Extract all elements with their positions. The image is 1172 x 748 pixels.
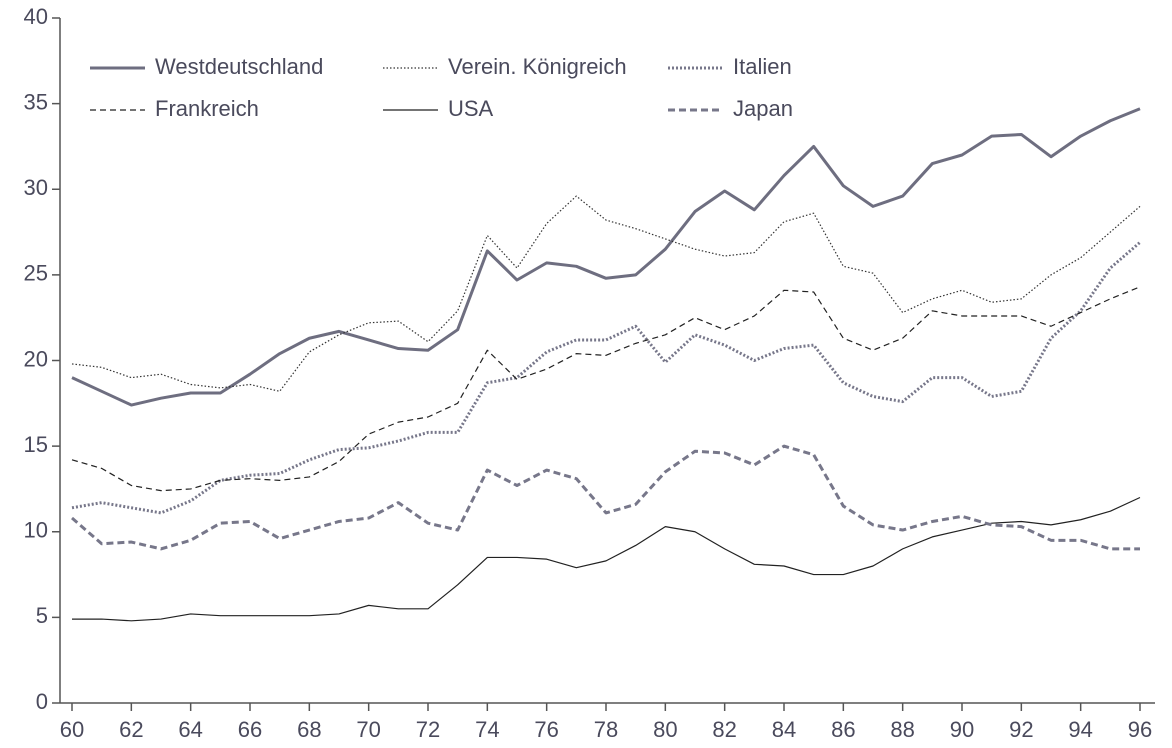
legend-label: Verein. Königreich	[448, 54, 627, 79]
x-tick-label: 70	[356, 717, 380, 742]
x-tick-label: 88	[890, 717, 914, 742]
y-tick-label: 10	[24, 518, 48, 543]
series-line	[71, 107, 1141, 407]
x-tick-label: 96	[1128, 717, 1152, 742]
x-tick-label: 60	[60, 717, 84, 742]
legend-label: USA	[448, 96, 494, 121]
x-tick-label: 82	[712, 717, 736, 742]
x-tick-label: 90	[950, 717, 974, 742]
y-tick-label: 5	[36, 603, 48, 628]
legend-label: Westdeutschland	[155, 54, 323, 79]
x-tick-label: 94	[1068, 717, 1092, 742]
x-tick-label: 68	[297, 717, 321, 742]
series-line	[71, 444, 1140, 551]
x-tick-label: 76	[534, 717, 558, 742]
series-line	[71, 286, 1141, 492]
legend-label: Japan	[733, 96, 793, 121]
series-line	[72, 496, 1141, 622]
y-tick-label: 25	[24, 261, 48, 286]
x-tick-label: 86	[831, 717, 855, 742]
y-tick-label: 20	[24, 346, 48, 371]
x-tick-label: 80	[653, 717, 677, 742]
x-tick-label: 72	[416, 717, 440, 742]
x-tick-label: 74	[475, 717, 499, 742]
y-tick-label: 15	[24, 432, 48, 457]
x-tick-label: 92	[1009, 717, 1033, 742]
x-tick-label: 78	[594, 717, 618, 742]
y-tick-label: 35	[24, 89, 48, 114]
x-tick-label: 62	[119, 717, 143, 742]
legend-label: Italien	[733, 54, 792, 79]
y-tick-label: 0	[36, 689, 48, 714]
x-tick-label: 64	[178, 717, 202, 742]
y-tick-label: 30	[24, 175, 48, 200]
series-line	[71, 241, 1141, 515]
x-tick-label: 66	[238, 717, 262, 742]
x-tick-label: 84	[772, 717, 796, 742]
legend-label: Frankreich	[155, 96, 259, 121]
series-line	[71, 195, 1141, 392]
y-tick-label: 40	[24, 4, 48, 29]
